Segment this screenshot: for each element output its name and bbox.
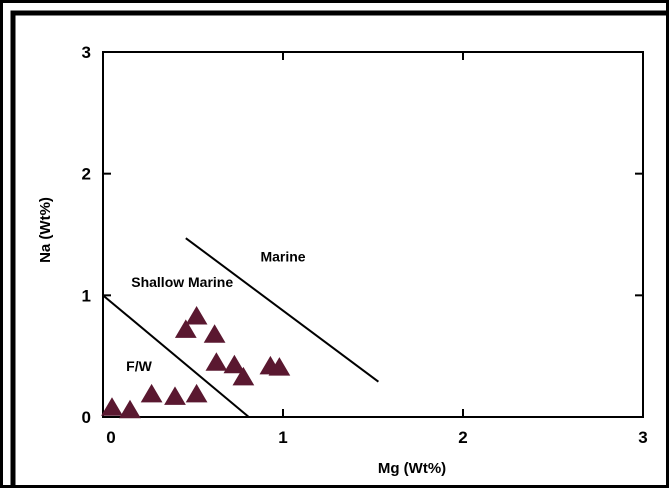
y-tick-label: 3 — [82, 43, 91, 62]
data-point-triangle — [119, 399, 141, 419]
region-label: F/W — [126, 358, 152, 374]
x-axis-label: Mg (Wt%) — [378, 460, 446, 477]
region-label: Shallow Marine — [131, 274, 233, 290]
marine-boundary-line — [185, 237, 379, 383]
y-tick-label: 0 — [82, 408, 91, 427]
plot-area-frame — [102, 51, 644, 418]
data-point-triangle — [174, 319, 197, 338]
inner-border — [10, 10, 669, 493]
data-point-triangle — [232, 366, 255, 386]
x-tick-label: 2 — [458, 428, 467, 447]
region-label: Marine — [260, 248, 305, 264]
data-point-triangle — [101, 397, 123, 416]
x-tick-label: 0 — [106, 428, 115, 447]
data-point-triangle — [185, 306, 208, 325]
data-point-triangle — [223, 354, 246, 374]
y-tick-label: 2 — [82, 165, 91, 184]
x-tick-label: 3 — [638, 428, 647, 447]
data-point-triangle — [164, 386, 186, 405]
y-axis-label: Na (Wt%) — [37, 197, 54, 263]
data-point-triangle — [203, 324, 226, 343]
y-tick-label: 1 — [82, 286, 91, 305]
data-point-triangle — [140, 383, 163, 403]
data-point-triangle — [268, 357, 291, 376]
data-point-triangle — [205, 352, 228, 371]
freshwater-boundary-line — [102, 294, 250, 418]
data-point-triangle — [185, 383, 208, 403]
x-tick-label: 1 — [278, 428, 287, 447]
